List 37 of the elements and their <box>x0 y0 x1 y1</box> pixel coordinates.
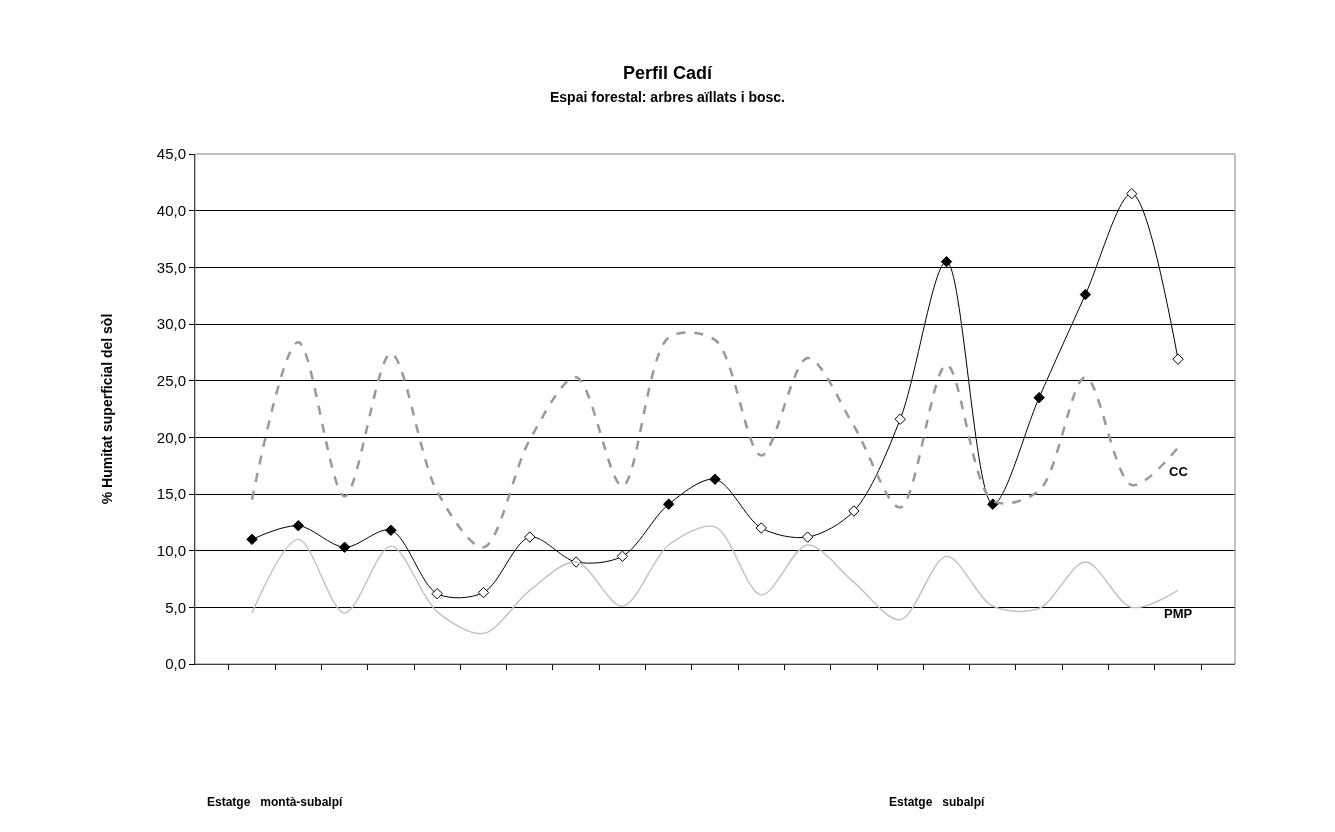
point <box>755 522 767 534</box>
y-tick-label: 15,0 <box>156 485 186 503</box>
point <box>987 498 999 510</box>
point <box>1033 391 1045 404</box>
point <box>338 541 351 553</box>
chart-title: Perfil Cadí <box>622 63 714 84</box>
series-label: PMP <box>1164 606 1193 621</box>
point <box>848 505 860 517</box>
y-tick-label: 0,0 <box>165 655 186 673</box>
point <box>663 498 675 510</box>
y-tick-label: 5,0 <box>165 598 186 616</box>
y-tick-label: 40,0 <box>156 201 186 219</box>
point <box>1172 353 1184 365</box>
point <box>524 531 536 543</box>
y-axis-title: % Humitat superficial del sòl <box>99 313 116 505</box>
point <box>292 520 304 532</box>
chart-subtitle: Espai forestal: arbres aïllats i bosc. <box>550 89 785 106</box>
series-label: CC <box>1169 464 1189 479</box>
point <box>894 413 906 425</box>
text: Estatge montà-subalpí <box>207 795 344 809</box>
y-tick-label: 10,0 <box>156 541 186 559</box>
y-tick-label: 20,0 <box>156 428 186 446</box>
point <box>709 473 721 485</box>
point <box>477 586 490 599</box>
y-tick-label: 35,0 <box>156 258 186 276</box>
point <box>1079 288 1092 301</box>
point <box>246 533 258 546</box>
text: Estatge subalpí <box>889 795 986 809</box>
point <box>1126 187 1138 200</box>
point <box>431 588 443 600</box>
point <box>385 524 397 536</box>
point <box>940 255 953 268</box>
point <box>616 550 629 563</box>
y-tick-label: 30,0 <box>156 315 186 333</box>
y-tick-label: 45,0 <box>156 145 186 163</box>
y-tick-label: 25,0 <box>156 371 186 389</box>
point <box>801 531 814 543</box>
